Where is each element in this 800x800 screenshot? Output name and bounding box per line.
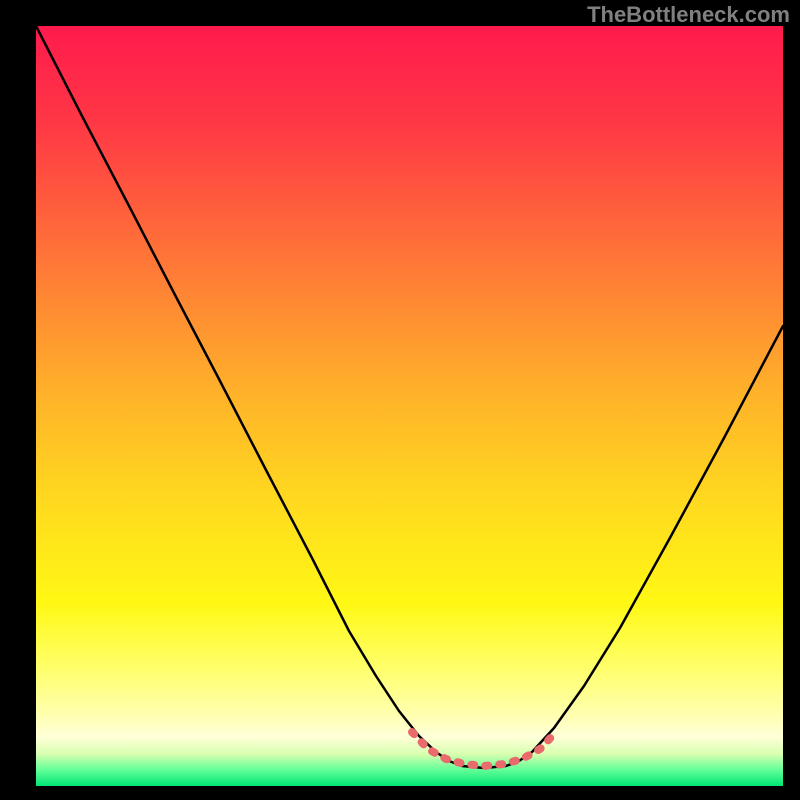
- bottleneck-chart: [0, 0, 800, 800]
- gradient-background: [36, 26, 783, 786]
- attribution-label: TheBottleneck.com: [587, 2, 790, 28]
- chart-container: TheBottleneck.com: [0, 0, 800, 800]
